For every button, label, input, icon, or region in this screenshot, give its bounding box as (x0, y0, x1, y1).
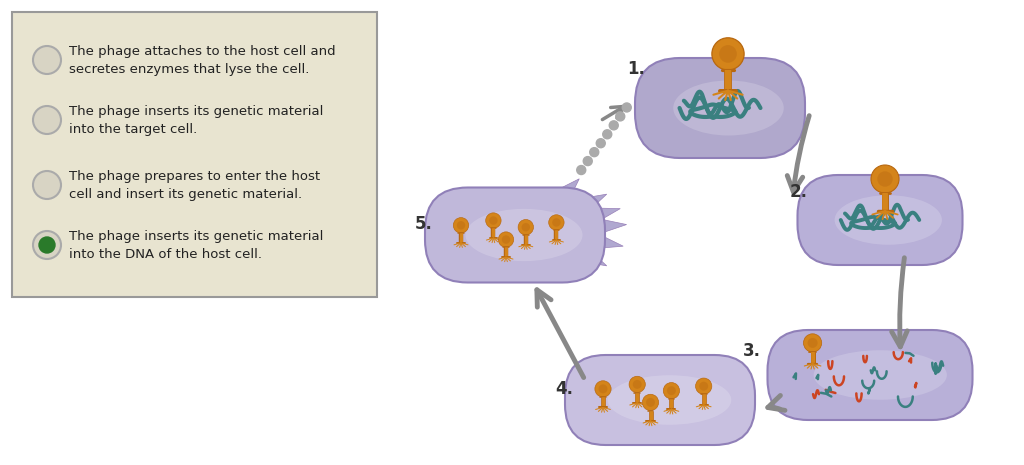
Circle shape (552, 218, 560, 226)
FancyBboxPatch shape (425, 187, 605, 283)
Circle shape (485, 213, 501, 228)
Polygon shape (586, 252, 607, 266)
Circle shape (33, 171, 61, 199)
Circle shape (499, 232, 514, 247)
Text: The phage inserts its genetic material
into the DNA of the host cell.: The phage inserts its genetic material i… (69, 230, 324, 260)
Circle shape (633, 380, 642, 389)
Circle shape (699, 382, 709, 391)
Circle shape (518, 219, 534, 235)
Circle shape (489, 216, 498, 225)
Circle shape (584, 157, 592, 166)
Polygon shape (604, 220, 627, 232)
Circle shape (609, 121, 618, 130)
Text: 3.: 3. (742, 342, 761, 360)
Circle shape (33, 231, 61, 259)
Text: 1.: 1. (627, 60, 645, 78)
Circle shape (596, 139, 605, 148)
FancyBboxPatch shape (635, 58, 805, 158)
Circle shape (642, 394, 658, 411)
Polygon shape (586, 194, 607, 208)
Circle shape (695, 378, 712, 394)
Circle shape (615, 112, 625, 121)
Circle shape (667, 386, 676, 395)
Circle shape (39, 237, 55, 253)
Circle shape (521, 223, 530, 232)
Circle shape (457, 221, 465, 230)
Polygon shape (562, 179, 580, 194)
Text: The phage attaches to the host cell and
secretes enzymes that lyse the cell.: The phage attaches to the host cell and … (69, 45, 336, 75)
Circle shape (878, 171, 893, 187)
Circle shape (719, 45, 737, 63)
Polygon shape (598, 208, 621, 219)
Circle shape (808, 338, 817, 348)
FancyBboxPatch shape (798, 175, 963, 265)
FancyBboxPatch shape (768, 330, 973, 420)
Circle shape (712, 38, 744, 70)
Text: The phage inserts its genetic material
into the target cell.: The phage inserts its genetic material i… (69, 105, 324, 135)
Circle shape (629, 376, 645, 392)
Circle shape (664, 383, 680, 399)
Text: 2.: 2. (790, 183, 808, 201)
Circle shape (871, 165, 899, 193)
Text: The phage prepares to enter the host
cell and insert its genetic material.: The phage prepares to enter the host cel… (69, 170, 321, 200)
Circle shape (502, 235, 510, 244)
Ellipse shape (608, 375, 731, 425)
Ellipse shape (835, 195, 942, 245)
Text: 4.: 4. (555, 380, 573, 398)
Text: 5.: 5. (415, 215, 433, 233)
Ellipse shape (466, 209, 583, 261)
Circle shape (590, 148, 599, 157)
Circle shape (599, 385, 607, 393)
FancyBboxPatch shape (565, 355, 755, 445)
Circle shape (623, 103, 631, 112)
Ellipse shape (814, 350, 947, 400)
Circle shape (603, 130, 611, 139)
Ellipse shape (673, 80, 783, 135)
Circle shape (33, 106, 61, 134)
Circle shape (804, 334, 821, 352)
Circle shape (577, 166, 586, 174)
Circle shape (549, 215, 564, 230)
Circle shape (454, 218, 469, 233)
FancyBboxPatch shape (12, 12, 377, 297)
Circle shape (595, 381, 611, 397)
Polygon shape (600, 237, 624, 248)
Circle shape (33, 46, 61, 74)
Circle shape (646, 398, 655, 407)
